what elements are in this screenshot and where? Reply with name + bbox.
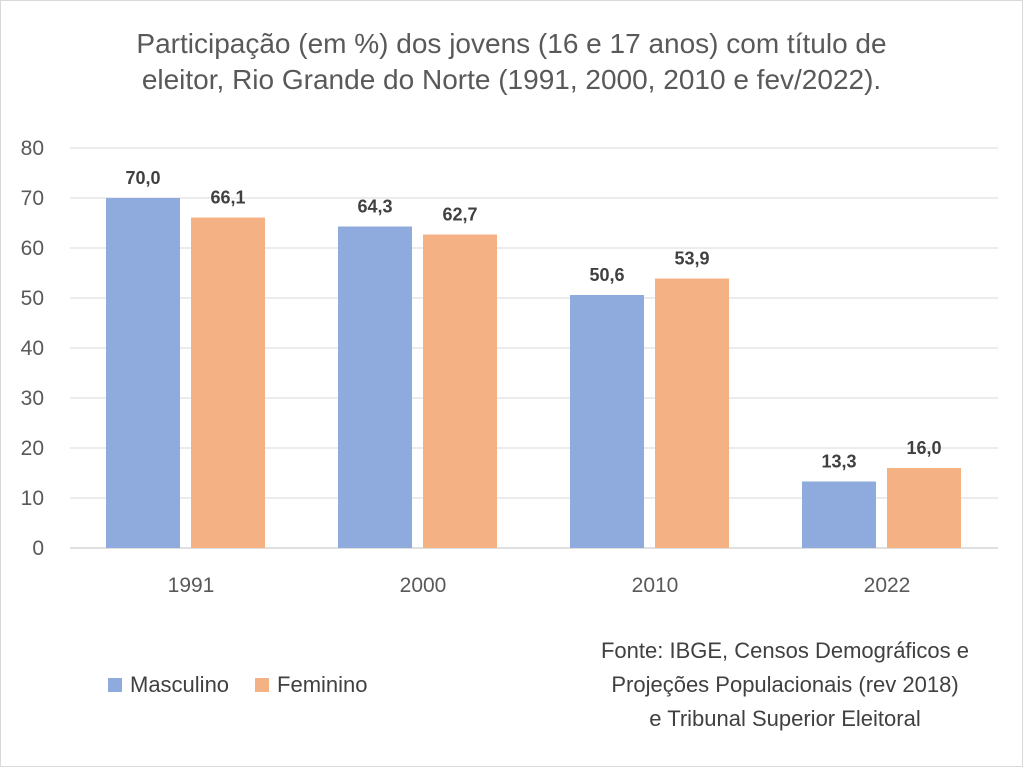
legend-item-masculino: Masculino — [108, 672, 229, 698]
legend-swatch — [108, 678, 122, 692]
legend: Masculino Feminino — [108, 672, 368, 698]
y-tick-label: 10 — [21, 487, 44, 510]
bar-masculino — [570, 295, 644, 548]
source-line: e Tribunal Superior Eleitoral — [649, 706, 921, 731]
data-label: 64,3 — [357, 197, 392, 217]
y-tick-label: 40 — [21, 337, 44, 360]
data-label: 70,0 — [125, 168, 160, 188]
legend-label: Feminino — [277, 672, 368, 697]
x-tick-label: 1991 — [168, 574, 215, 597]
y-tick-label: 20 — [21, 437, 44, 460]
chart-title: Participação (em %) dos jovens (16 e 17 … — [0, 26, 1023, 98]
data-label: 66,1 — [210, 188, 245, 208]
y-tick-label: 70 — [21, 187, 44, 210]
title-line-1: Participação (em %) dos jovens (16 e 17 … — [136, 28, 887, 59]
legend-item-feminino: Feminino — [255, 672, 368, 698]
y-tick-label: 0 — [32, 537, 44, 560]
x-tick-label: 2000 — [400, 574, 447, 597]
source-note: Fonte: IBGE, Censos Demográficos e Proje… — [560, 634, 1010, 736]
data-label: 13,3 — [821, 452, 856, 472]
x-tick-label: 2010 — [632, 574, 679, 597]
bar-feminino — [655, 278, 729, 548]
bar-feminino — [191, 217, 265, 548]
bar-masculino — [802, 481, 876, 548]
y-tick-label: 50 — [21, 287, 44, 310]
x-tick-label: 2022 — [864, 574, 911, 597]
bar-masculino — [106, 198, 180, 548]
y-tick-label: 80 — [21, 137, 44, 160]
title-line-2: eleitor, Rio Grande do Norte (1991, 2000… — [141, 64, 882, 95]
legend-swatch — [255, 678, 270, 692]
source-line: Projeções Populacionais (rev 2018) — [611, 672, 959, 697]
data-label: 50,6 — [589, 265, 624, 285]
y-tick-label: 30 — [21, 387, 44, 410]
data-label: 53,9 — [674, 249, 709, 269]
data-label: 16,0 — [906, 438, 941, 458]
bar-masculino — [338, 226, 412, 548]
legend-label: Masculino — [130, 672, 230, 697]
bar-feminino — [423, 234, 497, 548]
bar-feminino — [887, 468, 961, 548]
source-line: Fonte: IBGE, Censos Demográficos e — [600, 638, 970, 663]
data-label: 62,7 — [442, 205, 477, 225]
y-tick-label: 60 — [21, 237, 44, 260]
